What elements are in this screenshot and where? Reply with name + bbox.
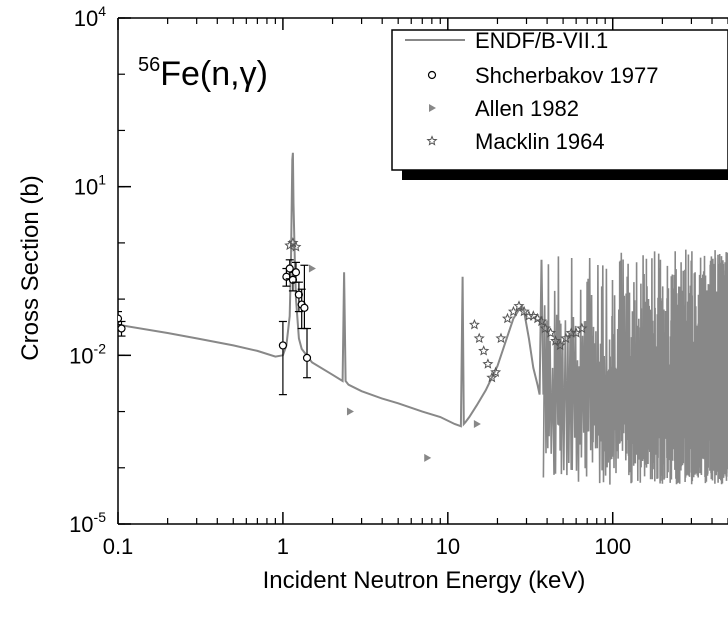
legend-label: Allen 1982 xyxy=(475,96,579,121)
data-point-3 xyxy=(513,300,525,311)
legend-marker xyxy=(429,104,436,112)
data-point-1 xyxy=(278,341,288,350)
legend-label: Macklin 1964 xyxy=(475,129,605,154)
data-point-3 xyxy=(495,332,507,344)
endf-line-resonances xyxy=(542,249,728,485)
x-tick-label: 10 xyxy=(436,534,460,559)
x-tick-label: 0.1 xyxy=(103,534,134,559)
y-tick-label: 10-5 xyxy=(69,509,106,537)
data-point-1 xyxy=(302,353,312,363)
x-tick-label: 1 xyxy=(277,534,289,559)
data-point-3 xyxy=(576,322,588,334)
x-tick-label: 100 xyxy=(594,534,631,559)
data-point-3 xyxy=(482,358,494,369)
endf-line xyxy=(118,152,545,428)
data-point-3 xyxy=(486,371,498,383)
data-point-1 xyxy=(291,268,301,277)
title-superscript: 56 xyxy=(138,54,160,76)
data-point-1 xyxy=(118,324,126,333)
data-point-2 xyxy=(346,407,354,416)
legend-marker xyxy=(427,70,437,80)
data-point-3 xyxy=(478,345,490,356)
data-point-2 xyxy=(566,385,574,394)
chart-title: 56Fe(n,γ) xyxy=(138,54,268,93)
data-point-3 xyxy=(539,322,551,334)
y-axis-label: Cross Section (b) xyxy=(17,175,44,360)
data-point-3 xyxy=(535,315,548,327)
y-tick-label: 101 xyxy=(74,172,106,200)
data-point-2 xyxy=(544,380,552,389)
data-point-3 xyxy=(545,327,557,338)
legend-marker xyxy=(426,135,438,146)
data-point-3 xyxy=(473,332,485,344)
data-point-3 xyxy=(518,305,530,317)
data-point-2 xyxy=(473,420,481,429)
legend-label: Shcherbakov 1977 xyxy=(475,63,658,88)
data-point-3 xyxy=(501,312,514,324)
data-point-2 xyxy=(424,453,432,462)
legend: ENDF/B-VII.1 Shcherbakov 1977 Allen 1982 Ma… xyxy=(391,28,728,180)
data-point-3 xyxy=(560,332,572,344)
legend-box xyxy=(391,29,728,171)
data-point-3 xyxy=(284,239,296,251)
y-tick-label: 104 xyxy=(74,3,106,31)
legend-label: ENDF/B-VII.1 xyxy=(475,28,608,53)
data-point-1 xyxy=(118,314,123,323)
data-point-3 xyxy=(490,366,502,377)
data-point-3 xyxy=(468,318,480,330)
data-point-1 xyxy=(300,303,309,312)
data-point-3 xyxy=(527,310,539,321)
x-axis-label: Incident Neutron Energy (keV) xyxy=(263,567,586,594)
data-point-1 xyxy=(294,290,303,299)
data-point-3 xyxy=(290,241,302,252)
data-point-3 xyxy=(554,339,566,351)
data-point-2 xyxy=(308,264,316,273)
y-tick-label: 10-2 xyxy=(69,340,106,368)
data-point-3 xyxy=(550,335,562,346)
title-main: Fe(n,γ) xyxy=(160,55,268,93)
